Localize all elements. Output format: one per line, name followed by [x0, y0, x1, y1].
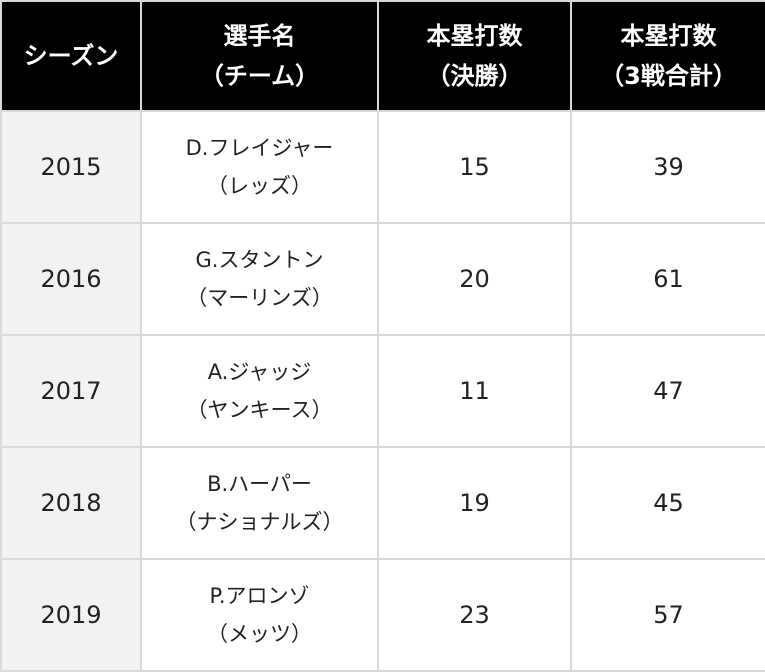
player-cell: G.スタントン （マーリンズ） — [140, 222, 379, 336]
final-hr-cell: 23 — [377, 558, 572, 672]
player-name: P.アロンゾ — [209, 584, 310, 608]
total-hr-cell: 39 — [570, 110, 765, 224]
player-cell: A.ジャッジ （ヤンキース） — [140, 334, 379, 448]
header-total-hr-label: 本塁打数 — [620, 22, 717, 50]
header-total-hr: 本塁打数 （3戦合計） — [570, 0, 765, 112]
header-player-sub: （チーム） — [199, 62, 320, 90]
player-team: （マーリンズ） — [186, 286, 333, 310]
season-cell: 2016 — [0, 222, 142, 336]
table-row: 2015 D.フレイジャー （レッズ） 15 39 — [0, 110, 765, 224]
player-name: B.ハーパー — [207, 472, 312, 496]
player-cell: D.フレイジャー （レッズ） — [140, 110, 379, 224]
final-hr-cell: 15 — [377, 110, 572, 224]
total-hr-cell: 61 — [570, 222, 765, 336]
table-row: 2017 A.ジャッジ （ヤンキース） 11 47 — [0, 334, 765, 448]
total-hr-cell: 57 — [570, 558, 765, 672]
header-player-label: 選手名 — [223, 22, 296, 50]
player-team: （メッツ） — [207, 622, 312, 646]
final-hr-cell: 11 — [377, 334, 572, 448]
total-hr-cell: 47 — [570, 334, 765, 448]
total-hr-cell: 45 — [570, 446, 765, 560]
player-cell: B.ハーパー （ナショナルズ） — [140, 446, 379, 560]
season-cell: 2017 — [0, 334, 142, 448]
player-team: （ナショナルズ） — [175, 510, 344, 534]
header-season-label: シーズン — [23, 42, 119, 70]
header-final-hr-sub: （決勝） — [426, 62, 523, 90]
header-total-hr-sub: （3戦合計） — [600, 62, 737, 90]
season-cell: 2018 — [0, 446, 142, 560]
player-cell: P.アロンゾ （メッツ） — [140, 558, 379, 672]
final-hr-cell: 20 — [377, 222, 572, 336]
season-cell: 2015 — [0, 110, 142, 224]
season-cell: 2019 — [0, 558, 142, 672]
header-player: 選手名 （チーム） — [140, 0, 379, 112]
table-row: 2018 B.ハーパー （ナショナルズ） 19 45 — [0, 446, 765, 560]
header-final-hr: 本塁打数 （決勝） — [377, 0, 572, 112]
header-final-hr-label: 本塁打数 — [426, 22, 523, 50]
player-name: G.スタントン — [195, 248, 324, 272]
table-row: 2016 G.スタントン （マーリンズ） 20 61 — [0, 222, 765, 336]
table-row: 2019 P.アロンゾ （メッツ） 23 57 — [0, 558, 765, 672]
player-team: （ヤンキース） — [186, 398, 333, 422]
header-season: シーズン — [0, 0, 142, 112]
header-row: シーズン 選手名 （チーム） 本塁打数 （決勝） 本塁打数 （3戦合計） — [0, 0, 765, 112]
player-name: A.ジャッジ — [207, 360, 312, 384]
player-name: D.フレイジャー — [185, 136, 334, 160]
final-hr-cell: 19 — [377, 446, 572, 560]
player-team: （レッズ） — [207, 174, 312, 198]
